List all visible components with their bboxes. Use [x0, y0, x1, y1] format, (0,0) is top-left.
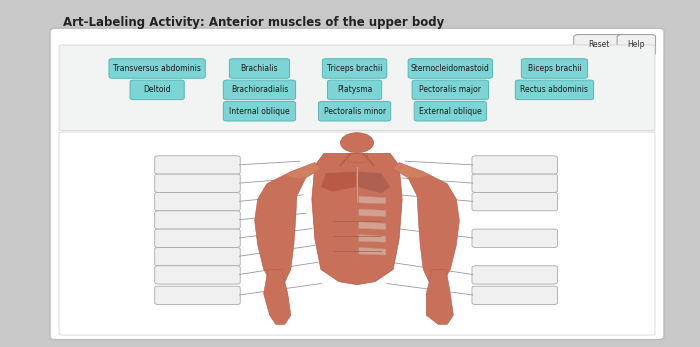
Polygon shape	[312, 153, 402, 285]
FancyBboxPatch shape	[155, 174, 240, 193]
FancyBboxPatch shape	[50, 28, 664, 340]
FancyBboxPatch shape	[472, 174, 557, 193]
FancyBboxPatch shape	[472, 193, 557, 211]
Polygon shape	[359, 209, 386, 217]
Polygon shape	[359, 196, 386, 204]
Text: Brachioradialis: Brachioradialis	[231, 85, 288, 94]
Polygon shape	[264, 269, 290, 324]
FancyBboxPatch shape	[617, 35, 656, 56]
FancyBboxPatch shape	[59, 132, 655, 335]
Polygon shape	[359, 247, 386, 255]
FancyBboxPatch shape	[522, 59, 587, 78]
Polygon shape	[346, 153, 368, 162]
Text: Triceps brachii: Triceps brachii	[327, 64, 382, 73]
FancyBboxPatch shape	[472, 156, 557, 174]
FancyBboxPatch shape	[318, 101, 391, 121]
Text: Deltoid: Deltoid	[144, 85, 171, 94]
Polygon shape	[359, 235, 386, 242]
FancyBboxPatch shape	[155, 247, 240, 266]
FancyBboxPatch shape	[408, 59, 493, 78]
FancyBboxPatch shape	[59, 45, 655, 130]
Ellipse shape	[340, 133, 374, 153]
FancyBboxPatch shape	[472, 266, 557, 284]
FancyBboxPatch shape	[130, 80, 184, 100]
Text: Reset: Reset	[588, 41, 610, 50]
Polygon shape	[285, 162, 321, 178]
FancyBboxPatch shape	[323, 59, 387, 78]
FancyBboxPatch shape	[574, 35, 624, 56]
Text: Transversus abdominis: Transversus abdominis	[113, 64, 201, 73]
Text: Internal oblique: Internal oblique	[229, 107, 290, 116]
Text: Pectoralis minor: Pectoralis minor	[323, 107, 386, 116]
FancyBboxPatch shape	[155, 229, 240, 247]
FancyBboxPatch shape	[155, 286, 240, 305]
Polygon shape	[393, 162, 429, 178]
FancyBboxPatch shape	[223, 101, 295, 121]
FancyBboxPatch shape	[414, 101, 486, 121]
Text: Platysma: Platysma	[337, 85, 372, 94]
Text: Art-Labeling Activity: Anterior muscles of the upper body: Art-Labeling Activity: Anterior muscles …	[63, 16, 444, 28]
FancyBboxPatch shape	[155, 211, 240, 229]
Text: Rectus abdominis: Rectus abdominis	[521, 85, 589, 94]
FancyBboxPatch shape	[155, 266, 240, 284]
Polygon shape	[359, 222, 386, 229]
Polygon shape	[255, 162, 321, 285]
Text: External oblique: External oblique	[419, 107, 482, 116]
Text: Brachialis: Brachialis	[241, 64, 279, 73]
FancyBboxPatch shape	[328, 80, 382, 100]
FancyBboxPatch shape	[155, 156, 240, 174]
Text: Biceps brachii: Biceps brachii	[528, 64, 581, 73]
Polygon shape	[393, 162, 459, 285]
FancyBboxPatch shape	[472, 229, 557, 247]
Polygon shape	[321, 172, 356, 192]
FancyBboxPatch shape	[109, 59, 205, 78]
FancyBboxPatch shape	[155, 193, 240, 211]
Polygon shape	[358, 172, 390, 193]
Text: Sternocleidomastoid: Sternocleidomastoid	[411, 64, 490, 73]
Polygon shape	[426, 269, 454, 324]
FancyBboxPatch shape	[230, 59, 290, 78]
Text: Pectoralis major: Pectoralis major	[419, 85, 482, 94]
FancyBboxPatch shape	[515, 80, 594, 100]
FancyBboxPatch shape	[412, 80, 489, 100]
FancyBboxPatch shape	[223, 80, 295, 100]
FancyBboxPatch shape	[472, 286, 557, 305]
Text: Help: Help	[628, 41, 645, 50]
